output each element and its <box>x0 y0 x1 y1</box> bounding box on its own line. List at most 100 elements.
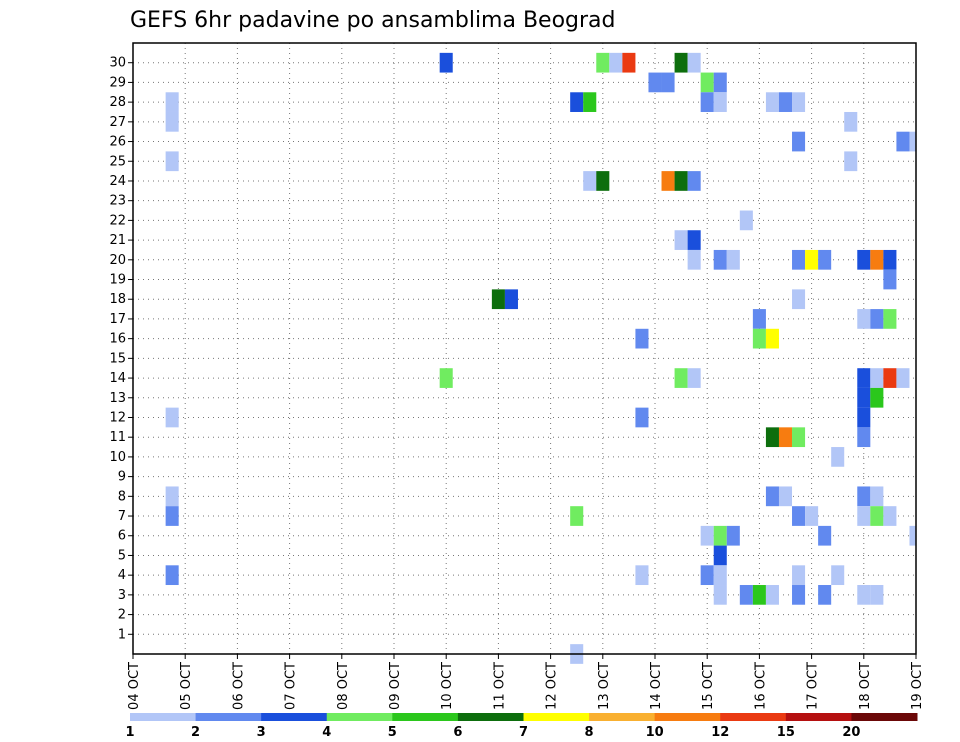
precip-cell <box>831 447 845 467</box>
precip-cell <box>896 131 910 152</box>
colorbar-label: 12 <box>711 725 729 740</box>
x-tick-label: 06 OCT <box>231 662 246 710</box>
y-tick-label: 29 <box>109 75 126 90</box>
precip-cell <box>896 368 910 388</box>
precip-cell <box>792 506 806 526</box>
precip-cell <box>870 585 884 605</box>
precip-cell <box>857 585 871 605</box>
y-tick-label: 4 <box>118 568 126 583</box>
precip-cell <box>726 249 740 270</box>
precip-cell <box>909 131 916 152</box>
precip-cell <box>857 486 871 507</box>
x-tick-label: 04 OCT <box>127 662 142 710</box>
precip-cell <box>778 486 793 507</box>
precip-cell <box>439 368 453 388</box>
precip-cell <box>765 585 779 605</box>
colorbar-legend: 1 2 3 4 5 6 7 8 10 12 15 20 <box>125 713 918 740</box>
precip-cell <box>713 72 727 93</box>
precip-cell <box>792 585 806 605</box>
precip-cell <box>674 171 688 191</box>
precip-cell <box>883 269 897 290</box>
precip-cell <box>857 506 871 526</box>
precip-cell <box>491 289 505 310</box>
y-tick-label: 26 <box>109 135 126 150</box>
colorbar-label: 15 <box>777 725 795 740</box>
precip-cell <box>857 309 871 329</box>
precip-cell <box>739 585 753 605</box>
y-tick-label: 19 <box>109 273 126 288</box>
precip-cell <box>805 249 819 270</box>
precip-cell <box>439 52 453 73</box>
precip-cell <box>661 171 675 191</box>
y-tick-label: 3 <box>118 588 126 603</box>
precip-cell <box>778 427 793 448</box>
y-tick-label: 24 <box>109 174 126 189</box>
precip-cell <box>857 249 871 270</box>
precip-cell <box>700 72 714 93</box>
x-tick-label: 13 OCT <box>597 662 612 710</box>
precip-cell <box>805 506 819 526</box>
precip-cell <box>570 506 584 526</box>
precip-cell <box>870 506 884 526</box>
precip-cell <box>883 506 897 526</box>
colorbar-label: 6 <box>453 725 462 740</box>
y-tick-label: 9 <box>118 470 126 485</box>
precip-cell <box>687 230 701 250</box>
y-tick-label: 23 <box>109 194 126 209</box>
precip-cell <box>713 545 727 566</box>
precip-cell <box>870 387 884 408</box>
y-tick-label: 7 <box>118 509 126 524</box>
precip-cell <box>687 368 701 388</box>
colorbar-swatch <box>130 713 197 721</box>
precip-cell <box>818 585 832 605</box>
colorbar-label: 3 <box>257 725 266 740</box>
precip-cell <box>765 427 779 448</box>
precip-cell <box>752 328 766 349</box>
precip-cell <box>700 525 714 546</box>
precip-cell <box>870 309 884 329</box>
precip-cell <box>687 249 701 270</box>
precip-cell <box>713 249 727 270</box>
y-tick-label: 27 <box>109 115 126 130</box>
colorbar-label: 10 <box>646 725 664 740</box>
precip-cell <box>687 52 701 73</box>
precip-cell <box>609 52 623 73</box>
precip-cell <box>857 387 871 408</box>
precip-cell <box>596 171 610 191</box>
precip-cell <box>713 525 727 546</box>
precip-cell <box>818 249 832 270</box>
precip-cell <box>792 289 806 310</box>
precip-cell <box>504 289 518 310</box>
y-tick-label: 28 <box>109 95 126 110</box>
precip-cell <box>765 328 779 349</box>
precip-cell <box>870 486 884 507</box>
precip-cell <box>713 565 727 586</box>
x-tick-label: 16 OCT <box>753 662 768 710</box>
precip-cell <box>700 565 714 586</box>
precip-cell <box>661 72 675 93</box>
precip-cell <box>765 92 779 112</box>
precip-cell <box>792 427 806 448</box>
precip-cell <box>635 407 649 428</box>
y-tick-label: 11 <box>109 430 126 445</box>
y-tick-label: 2 <box>118 608 126 623</box>
y-tick-label: 17 <box>109 312 126 327</box>
x-tick-label: 11 OCT <box>492 662 507 710</box>
colorbar-swatch <box>457 713 524 721</box>
precip-cell <box>726 525 740 546</box>
precip-cell <box>583 92 597 112</box>
x-tick-label: 07 OCT <box>284 662 299 710</box>
precip-cell <box>165 565 179 586</box>
y-tick-label: 1 <box>118 627 126 642</box>
colorbar-swatch <box>261 713 328 721</box>
precip-cell <box>844 111 858 132</box>
precip-cell <box>713 92 727 112</box>
y-axis-ticks: 1234567891011121314151617181920212223242… <box>109 56 133 642</box>
precip-cell <box>792 565 806 586</box>
y-tick-label: 30 <box>109 56 126 71</box>
y-tick-label: 13 <box>109 391 126 406</box>
precip-cell <box>635 565 649 586</box>
colorbar-swatch <box>589 713 656 721</box>
colorbar-swatch <box>523 713 590 721</box>
precip-cell <box>570 92 584 112</box>
